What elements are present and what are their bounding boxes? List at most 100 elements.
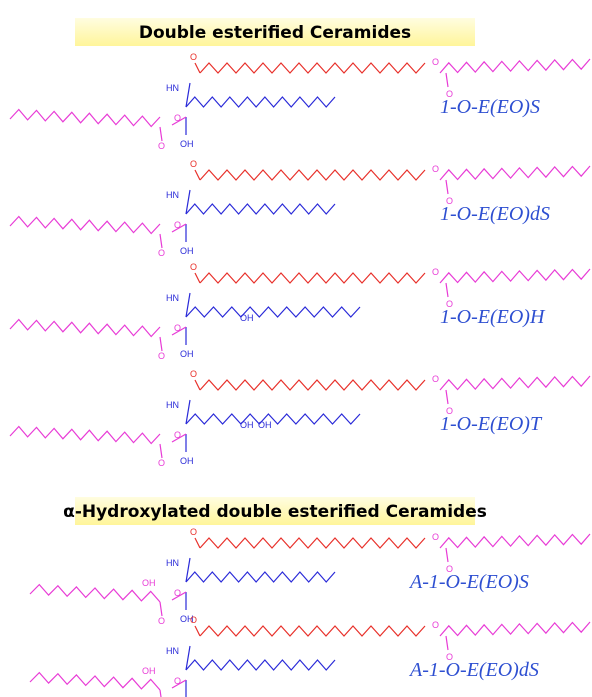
chain: [439, 165, 591, 181]
atom-label: HN: [166, 400, 179, 410]
bond: [185, 399, 191, 425]
atom-label: O: [174, 588, 181, 598]
compound-label: 1-O-E(EO)S: [440, 96, 540, 118]
bond: [194, 537, 201, 549]
atom-label: O: [158, 248, 165, 258]
atom-label: O: [432, 57, 439, 67]
atom-label: OH: [180, 139, 194, 149]
chain: [439, 375, 591, 391]
atom-label: O: [158, 458, 165, 468]
section-title: Double esterified Ceramides: [139, 23, 411, 43]
bond: [171, 433, 187, 443]
atom-label: OH: [180, 246, 194, 256]
bond: [194, 625, 201, 637]
atom-label: O: [446, 299, 453, 309]
atom-label: O: [446, 89, 453, 99]
atom-label: OH: [142, 666, 156, 676]
bond: [445, 547, 449, 563]
atom-label: HN: [166, 83, 179, 93]
bond: [171, 591, 187, 601]
chain: [199, 379, 426, 391]
chain: [199, 272, 426, 284]
bond: [171, 223, 187, 233]
atom-label: O: [190, 615, 197, 625]
atom-label: O: [190, 52, 197, 62]
atom-label: O: [446, 196, 453, 206]
chain: [29, 583, 161, 603]
bond: [185, 557, 191, 583]
atom-label: O: [174, 430, 181, 440]
chain: [199, 625, 426, 637]
bond: [194, 272, 201, 284]
section-title: α-Hydroxylated double esterified Ceramid…: [63, 502, 487, 522]
bond: [159, 336, 163, 352]
atom-label: O: [174, 323, 181, 333]
chain: [439, 621, 591, 637]
chain: [185, 96, 336, 108]
chain: [9, 425, 161, 445]
atom-label: OH: [180, 349, 194, 359]
atom-label: HN: [166, 293, 179, 303]
chain: [185, 571, 336, 583]
bond: [185, 292, 191, 318]
bond: [171, 116, 187, 126]
atom-label: O: [174, 113, 181, 123]
chain: [199, 537, 426, 549]
atom-label: O: [432, 164, 439, 174]
bond: [171, 326, 187, 336]
atom-label: O: [432, 532, 439, 542]
bond: [445, 282, 449, 298]
section-header-bg: [75, 497, 475, 525]
bond: [194, 379, 201, 391]
chain: [9, 108, 161, 128]
atom-label: O: [174, 220, 181, 230]
atom-label: HN: [166, 558, 179, 568]
atom-label: O: [174, 676, 181, 686]
atom-label: O: [190, 262, 197, 272]
atom-label: OH: [180, 614, 194, 624]
compound-label: 1-O-E(EO)dS: [440, 203, 550, 225]
atom-label: OH: [240, 313, 254, 323]
chain: [29, 671, 161, 691]
section-header-bg: [75, 18, 475, 46]
bond: [194, 169, 201, 181]
atom-label: OH: [142, 578, 156, 588]
chain: [185, 659, 336, 671]
bond: [445, 72, 449, 88]
chain: [439, 268, 591, 284]
chain: [439, 58, 591, 74]
bond: [159, 443, 163, 459]
bond: [159, 126, 163, 142]
atom-label: O: [190, 527, 197, 537]
compound-label: A-1-O-E(EO)S: [408, 571, 529, 593]
atom-label: HN: [166, 646, 179, 656]
bond: [171, 679, 187, 689]
bond: [159, 233, 163, 249]
bond: [194, 62, 201, 74]
chain: [9, 215, 161, 235]
compound-label: A-1-O-E(EO)dS: [408, 659, 539, 681]
bond: [185, 82, 191, 108]
chain: [185, 413, 361, 425]
bond: [159, 601, 163, 617]
compound-label: 1-O-E(EO)T: [440, 413, 543, 435]
atom-label: O: [158, 351, 165, 361]
atom-label: OH: [258, 420, 272, 430]
chain: [185, 306, 361, 318]
chain: [9, 318, 161, 338]
chain: [199, 169, 426, 181]
atom-label: HN: [166, 190, 179, 200]
atom-label: OH: [240, 420, 254, 430]
chain: [439, 533, 591, 549]
atom-label: O: [432, 374, 439, 384]
compound-label: 1-O-E(EO)H: [440, 306, 546, 328]
bond: [445, 389, 449, 405]
atom-label: O: [190, 369, 197, 379]
atom-label: O: [432, 267, 439, 277]
bond: [445, 179, 449, 195]
atom-label: O: [446, 564, 453, 574]
atom-label: O: [446, 406, 453, 416]
atom-label: O: [190, 159, 197, 169]
atom-label: O: [158, 616, 165, 626]
